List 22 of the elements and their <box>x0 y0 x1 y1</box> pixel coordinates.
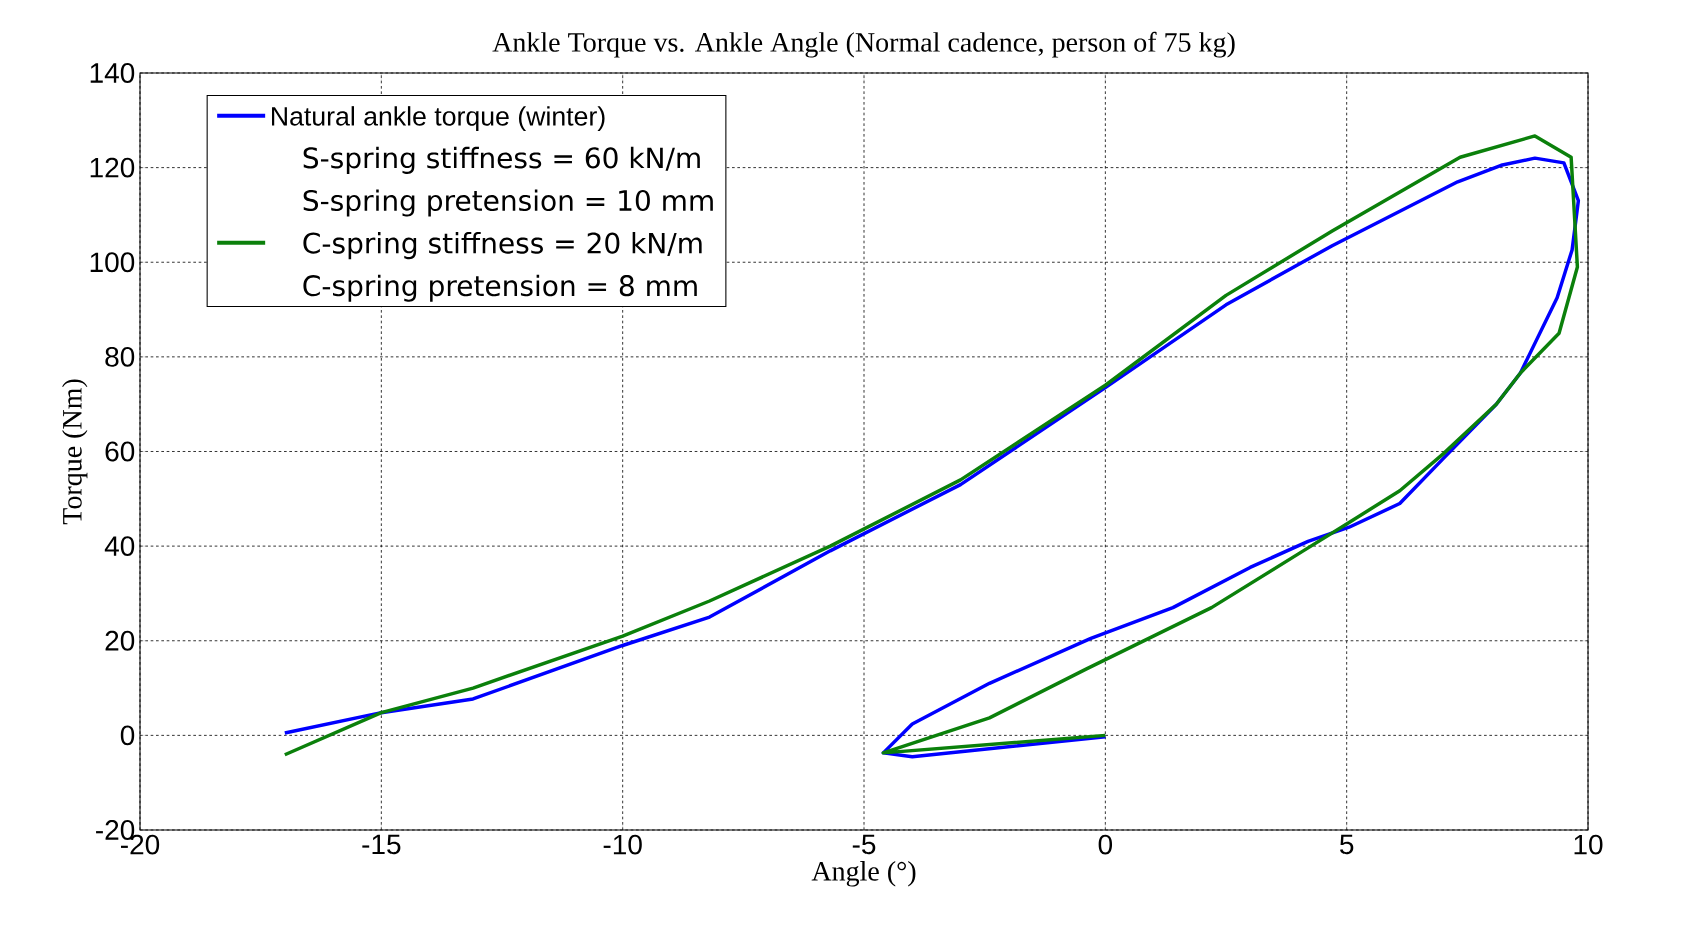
y-tick-label: 140 <box>90 63 135 83</box>
y-tick-label: 60 <box>105 441 135 462</box>
x-tick-label: -10 <box>603 834 642 855</box>
chart-title: Ankle Torque vs. Ankle Angle (Normal cadence, person of 75 kg) <box>492 31 1235 58</box>
annotation: C-spring pretension = 8 mm <box>303 274 697 302</box>
y-tick-label: 80 <box>105 346 135 367</box>
x-tick-label: 10 <box>1574 834 1603 855</box>
x-tick-label: -15 <box>362 834 401 855</box>
y-tick-label: 0 <box>120 725 135 746</box>
y-tick-label: 20 <box>105 630 135 651</box>
y-tick-label: 40 <box>104 536 135 557</box>
x-tick-label: 5 <box>1340 834 1354 855</box>
y-tick-label: 100 <box>90 252 135 273</box>
annotation: S-spring pretension = 10 mm <box>303 189 713 217</box>
y-tick-label: 120 <box>90 157 135 178</box>
x-tick-label: -5 <box>852 834 876 855</box>
annotation: S-spring stiffness = 60 kN/m <box>303 146 700 174</box>
y-axis-title: Torque (Nm) <box>62 379 88 525</box>
x-tick-label: 0 <box>1098 834 1113 855</box>
x-axis-title: Angle (°) <box>811 861 916 887</box>
legend-label: C-spring stiffness = 20 kN/m <box>303 232 702 260</box>
legend-label: Natural ankle torque (winter) <box>272 106 605 132</box>
